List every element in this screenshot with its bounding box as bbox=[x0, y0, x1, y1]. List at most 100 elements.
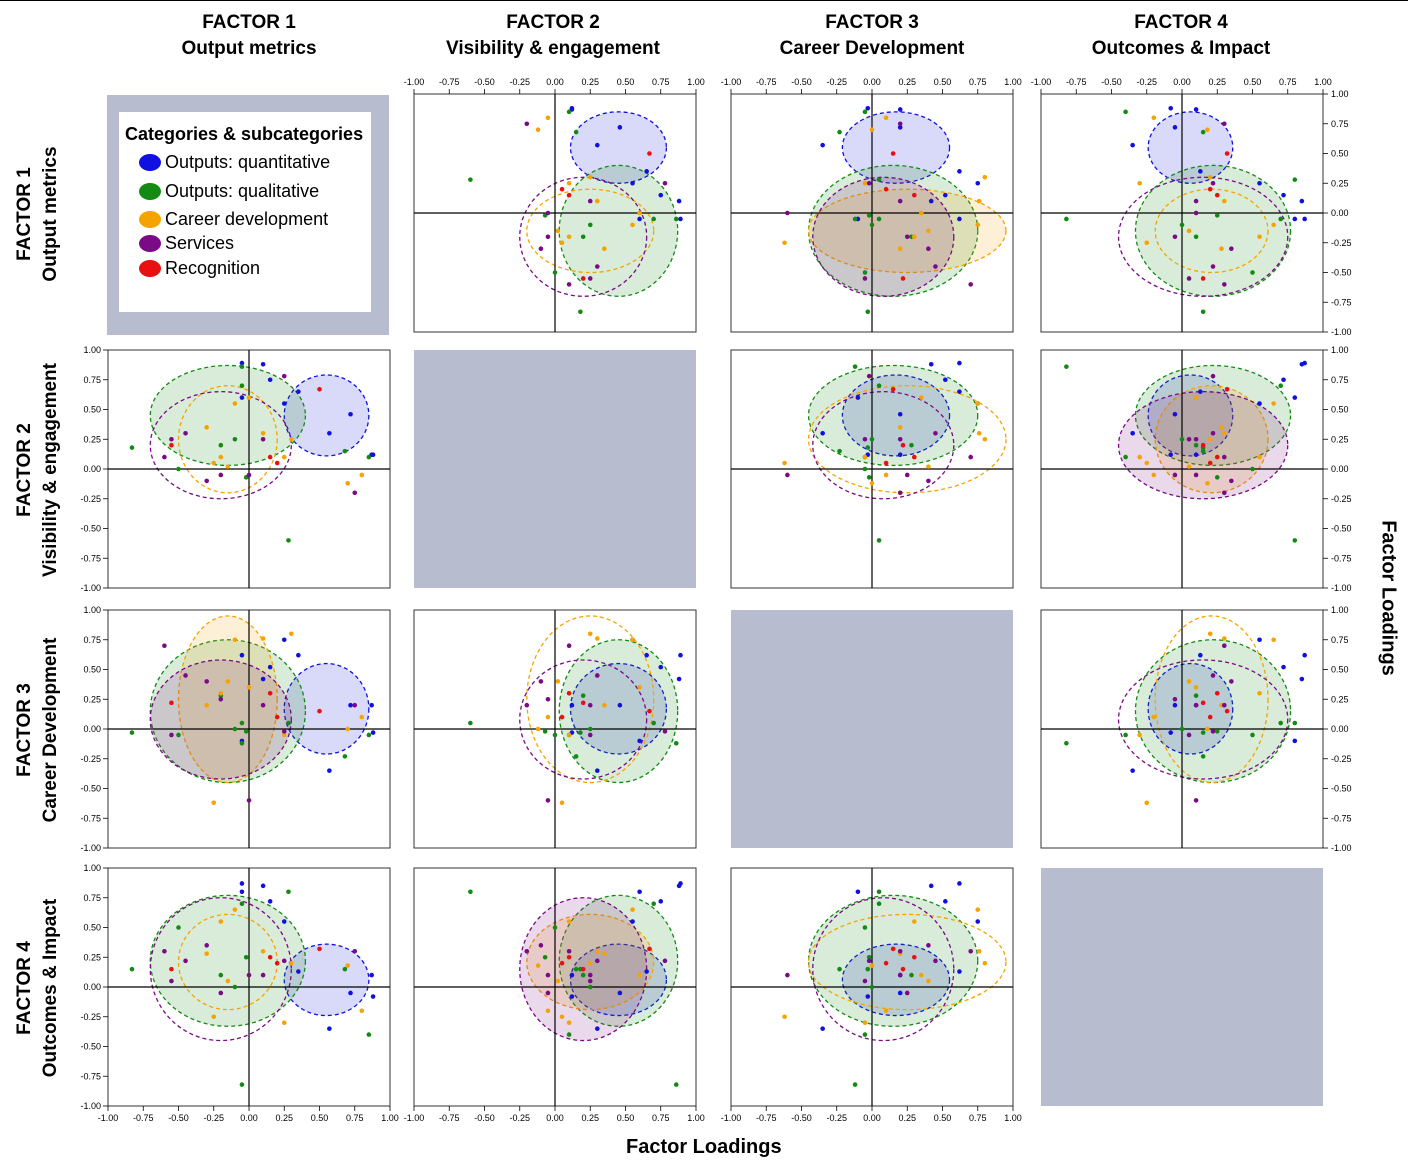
data-point bbox=[535, 127, 541, 132]
empty-diagonal-cell bbox=[731, 610, 1013, 848]
legend-label: Outputs: qualitative bbox=[165, 181, 320, 201]
data-point bbox=[1137, 180, 1142, 186]
y-tick-label: 0.25 bbox=[1331, 434, 1349, 444]
data-point bbox=[352, 490, 358, 496]
data-point bbox=[211, 460, 217, 466]
x-tick-label: 1.00 bbox=[687, 1113, 705, 1123]
data-point bbox=[1214, 213, 1220, 218]
data-point bbox=[246, 685, 252, 690]
data-point bbox=[943, 192, 948, 198]
data-point bbox=[129, 730, 135, 735]
data-point bbox=[897, 972, 903, 978]
data-point bbox=[348, 702, 353, 708]
data-point bbox=[1198, 652, 1203, 658]
data-point bbox=[975, 222, 981, 228]
y-tick-label: -0.50 bbox=[80, 784, 101, 794]
data-point bbox=[876, 177, 882, 182]
data-point bbox=[587, 198, 593, 204]
data-point bbox=[1151, 714, 1157, 720]
data-point bbox=[957, 360, 962, 366]
data-point bbox=[1193, 395, 1199, 400]
x-tick-label: 0.00 bbox=[546, 77, 564, 87]
category-ellipse bbox=[526, 615, 655, 784]
data-point bbox=[1200, 448, 1206, 454]
y-tick-label: 0.50 bbox=[83, 923, 101, 933]
data-point bbox=[1186, 228, 1192, 234]
data-point bbox=[260, 702, 266, 708]
data-point bbox=[897, 411, 903, 417]
data-point bbox=[862, 270, 868, 275]
data-point bbox=[545, 210, 551, 216]
data-point bbox=[1222, 282, 1227, 287]
data-point bbox=[587, 276, 593, 281]
data-point bbox=[630, 919, 635, 924]
data-point bbox=[1144, 240, 1150, 246]
data-point bbox=[869, 127, 875, 132]
data-point bbox=[370, 994, 376, 999]
data-point bbox=[352, 949, 358, 954]
data-point bbox=[876, 383, 882, 389]
data-point bbox=[1219, 425, 1224, 430]
data-point bbox=[559, 1014, 565, 1020]
category-ellipse bbox=[149, 639, 307, 784]
data-point bbox=[644, 652, 649, 658]
data-point bbox=[1207, 460, 1213, 466]
x-tick-label: 0.75 bbox=[346, 1113, 364, 1123]
data-point bbox=[260, 636, 266, 641]
data-point bbox=[897, 990, 903, 996]
data-point bbox=[232, 907, 238, 912]
data-point bbox=[267, 454, 273, 460]
data-point bbox=[900, 276, 906, 281]
data-point bbox=[595, 949, 600, 954]
data-point bbox=[317, 386, 322, 392]
legend-swatch-blue bbox=[139, 154, 161, 171]
data-point bbox=[852, 364, 858, 369]
y-tick-label: -1.00 bbox=[80, 583, 101, 593]
x-tick-label: -1.00 bbox=[721, 1113, 742, 1123]
data-point bbox=[1186, 276, 1192, 281]
data-point bbox=[912, 919, 917, 924]
data-point bbox=[897, 949, 903, 954]
data-point bbox=[176, 732, 181, 738]
data-point bbox=[658, 664, 664, 670]
data-point bbox=[630, 907, 635, 912]
data-point bbox=[866, 958, 872, 964]
data-point bbox=[975, 907, 981, 912]
y-tick-label: 1.00 bbox=[1331, 605, 1349, 615]
data-point bbox=[281, 919, 287, 924]
data-point bbox=[1281, 192, 1286, 198]
category-ellipse bbox=[149, 364, 307, 467]
data-point bbox=[1193, 234, 1199, 240]
data-point bbox=[366, 732, 372, 738]
x-tick-label: 0.50 bbox=[617, 1113, 635, 1123]
data-point bbox=[542, 954, 548, 960]
data-point bbox=[587, 984, 593, 990]
y-tick-label: -0.50 bbox=[1331, 784, 1352, 794]
data-point bbox=[602, 246, 607, 251]
x-tick-label: 1.00 bbox=[1004, 77, 1022, 87]
data-point bbox=[587, 175, 593, 180]
data-point bbox=[673, 1082, 679, 1087]
data-point bbox=[281, 637, 287, 643]
data-point bbox=[1144, 800, 1150, 806]
data-point bbox=[587, 726, 593, 732]
y-tick-label: -0.50 bbox=[1331, 268, 1352, 278]
x-tick-label: 1.00 bbox=[1004, 1113, 1022, 1123]
data-point bbox=[1257, 637, 1262, 643]
data-point bbox=[869, 984, 875, 990]
data-point bbox=[617, 702, 623, 708]
data-point bbox=[637, 972, 642, 978]
data-point bbox=[296, 389, 301, 394]
data-point bbox=[1168, 730, 1174, 735]
x-tick-label: 0.25 bbox=[581, 77, 599, 87]
data-point bbox=[1224, 386, 1230, 392]
data-point bbox=[957, 389, 962, 394]
y-tick-label: -0.25 bbox=[1331, 238, 1352, 248]
data-point bbox=[587, 978, 593, 984]
data-point bbox=[926, 228, 931, 234]
col-title-factor-3: FACTOR 3 Career Development bbox=[779, 12, 965, 59]
data-point bbox=[535, 963, 541, 968]
data-point bbox=[342, 448, 348, 454]
data-point bbox=[218, 691, 224, 696]
y-tick-label: 0.00 bbox=[83, 724, 101, 734]
